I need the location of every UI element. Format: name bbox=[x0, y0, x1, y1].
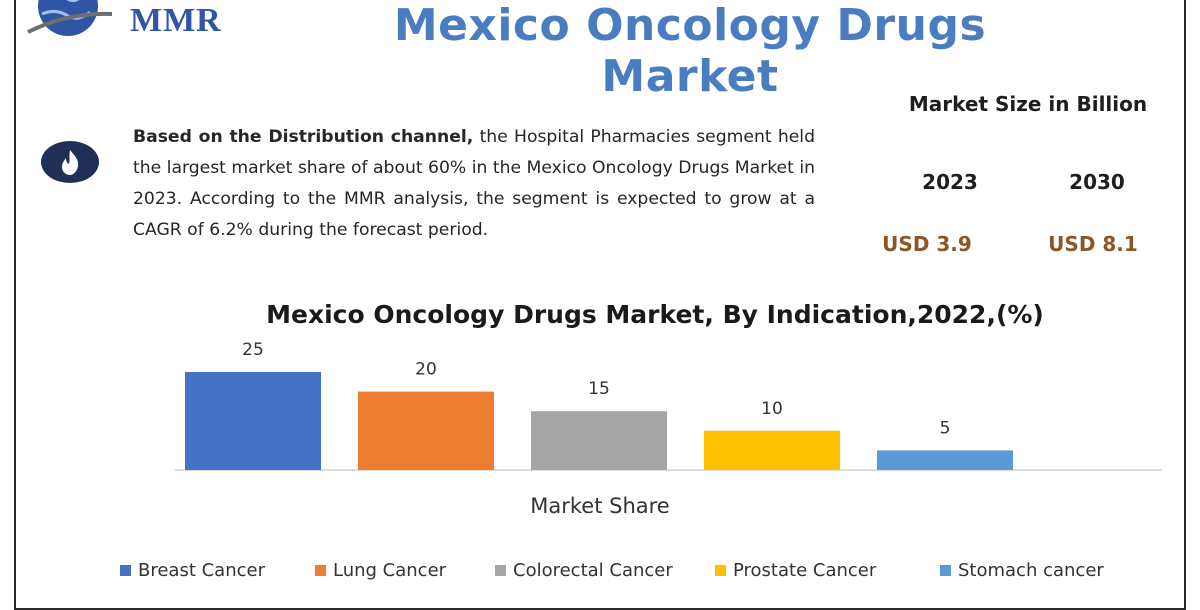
legend-item: Stomach cancer bbox=[940, 560, 1104, 581]
legend-swatch bbox=[940, 565, 951, 576]
chart-legend: Breast Cancer Lung Cancer Colorectal Cance… bbox=[110, 560, 1140, 586]
legend-label: Breast Cancer bbox=[138, 560, 265, 581]
legend-swatch bbox=[715, 565, 726, 576]
bar-prostate-cancer bbox=[704, 430, 840, 470]
market-size-value-2030: USD 8.1 bbox=[1048, 232, 1138, 256]
logo-text: MMR bbox=[130, 2, 222, 39]
legend-item: Breast Cancer bbox=[120, 560, 265, 581]
data-label: 10 bbox=[761, 399, 783, 419]
chart-title: Mexico Oncology Drugs Market, By Indicat… bbox=[266, 300, 1044, 329]
bar-stomach-cancer bbox=[877, 450, 1013, 470]
data-label: 5 bbox=[940, 418, 951, 438]
summary-lead: Based on the Distribution channel, bbox=[133, 127, 474, 147]
legend-label: Stomach cancer bbox=[958, 560, 1104, 581]
market-size-year-2030: 2030 bbox=[1069, 170, 1125, 194]
flame-icon bbox=[41, 141, 99, 183]
legend-swatch bbox=[120, 565, 131, 576]
legend-label: Lung Cancer bbox=[333, 560, 447, 581]
x-axis-label: Market Share bbox=[530, 494, 670, 518]
legend-swatch bbox=[315, 565, 326, 576]
bar-breast-cancer bbox=[185, 372, 321, 470]
legend-label: Colorectal Cancer bbox=[513, 560, 673, 581]
bar-lung-cancer bbox=[358, 391, 494, 470]
data-label: 15 bbox=[588, 379, 610, 399]
legend-item: Lung Cancer bbox=[315, 560, 446, 581]
infographic-frame bbox=[14, 0, 1186, 610]
globe-icon bbox=[27, 0, 113, 36]
data-label: 20 bbox=[415, 360, 437, 380]
data-label: 25 bbox=[242, 340, 264, 360]
market-size-year-2023: 2023 bbox=[922, 170, 978, 194]
legend-swatch bbox=[495, 565, 506, 576]
market-size-title: Market Size in Billion bbox=[908, 92, 1148, 116]
summary-paragraph: Based on the Distribution channel, the H… bbox=[133, 122, 815, 246]
market-size-value-2023: USD 3.9 bbox=[882, 232, 972, 256]
mmr-logo: MMR bbox=[22, 0, 232, 44]
page-title: Mexico Oncology Drugs Market bbox=[393, 0, 987, 102]
legend-label: Prostate Cancer bbox=[733, 560, 877, 581]
summary-body: the Hospital Pharmacies segment held the… bbox=[133, 127, 815, 240]
legend-item: Prostate Cancer bbox=[715, 560, 876, 581]
legend-item: Colorectal Cancer bbox=[495, 560, 673, 581]
bar-colorectal-cancer bbox=[531, 411, 667, 470]
